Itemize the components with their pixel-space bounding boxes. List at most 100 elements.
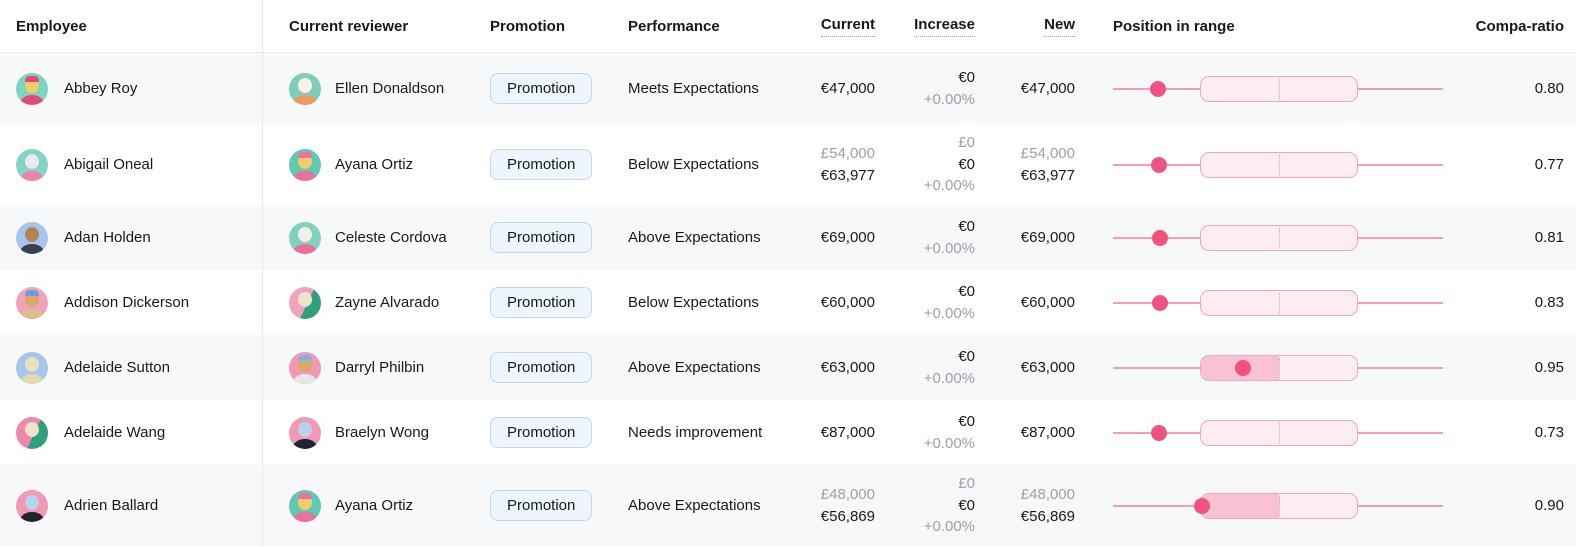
employee-avatar [16,489,48,522]
new-salary-cell: €69,000 [975,205,1075,270]
reviewer-cell: Ellen Donaldson [263,53,488,124]
avatar-head [25,421,39,437]
current-tooltip-trigger[interactable]: Current [820,16,875,37]
performance-rating: Above Expectations [628,359,761,376]
table-row[interactable]: Addison Dickerson Zayne Alvarado Promoti… [0,270,1576,335]
employee-avatar [16,351,48,384]
col-header-promotion: Promotion [490,17,565,35]
promotion-cell: Promotion [488,205,628,270]
col-header-current: Current [788,0,875,52]
new-salary-cell: €60,000 [975,270,1075,335]
reviewer-name: Braelyn Wong [335,424,429,441]
increase-tooltip-trigger[interactable]: Increase [914,16,975,37]
reviewer-cell: Ayana Ortiz [263,124,488,205]
performance-rating: Needs improvement [628,424,763,441]
salary-range-slider [1113,151,1443,178]
employee-cell: Adelaide Wang [0,400,263,465]
new-salary: €69,000 [1020,228,1075,246]
promotion-button[interactable]: Promotion [490,149,593,180]
increase-amount: €0 [958,282,975,300]
compa-ratio-cell: 0.77 [1453,124,1576,205]
avatar-shirt [293,511,317,522]
current-salary-secondary: £54,000 [820,144,875,162]
position-dot [1151,424,1167,441]
reviewer-name: Darryl Philbin [335,359,425,376]
compa-ratio-cell: 0.81 [1453,205,1576,270]
avatar-head [25,153,39,169]
performance-rating: Below Expectations [628,156,759,173]
avatar-hat [25,75,39,82]
current-salary: €69,000 [820,228,875,246]
increase-amount: €0 [958,347,975,365]
range-midpoint-marker [1279,422,1280,443]
increase-secondary: £0 [958,474,975,492]
reviewer-avatar [289,72,321,105]
reviewer-name: Ellen Donaldson [335,80,445,97]
current-salary-cell: €60,000 [788,270,875,335]
avatar-shirt [20,511,44,522]
reviewer-avatar [289,416,321,449]
promotion-cell: Promotion [488,53,628,124]
employee-name: Adelaide Wang [64,424,166,441]
new-tooltip-trigger[interactable]: New [1044,16,1075,37]
current-salary-cell: £48,000 €56,869 [788,465,875,546]
employee-name: Adan Holden [64,229,151,246]
current-salary: €56,869 [820,507,875,525]
promotion-cell: Promotion [488,335,628,400]
promotion-button[interactable]: Promotion [490,73,593,104]
avatar-head [25,494,39,510]
performance-cell: Meets Expectations [628,53,788,124]
reviewer-avatar [289,351,321,384]
increase-cell: €0 +0.00% [875,400,975,465]
new-salary-secondary: £48,000 [1020,485,1075,503]
reviewer-name: Zayne Alvarado [335,294,440,311]
increase-percent: +0.00% [923,304,975,322]
avatar-head [25,356,39,372]
current-salary-cell: €69,000 [788,205,875,270]
col-header-new: New [975,0,1075,52]
position-in-range-cell [1075,335,1453,400]
avatar-shirt [20,94,44,105]
table-row[interactable]: Abigail Oneal Ayana Ortiz Promotion Belo… [0,124,1576,205]
employee-avatar [16,221,48,254]
increase-secondary: £0 [958,133,975,151]
increase-amount: €0 [958,217,975,235]
table-row[interactable]: Adelaide Wang Braelyn Wong Promotion Nee… [0,400,1576,465]
increase-cell: £0 €0 +0.00% [875,465,975,546]
table-row[interactable]: Adan Holden Celeste Cordova Promotion Ab… [0,205,1576,270]
promotion-button[interactable]: Promotion [490,352,593,383]
position-in-range-cell [1075,465,1453,546]
new-salary-cell: €47,000 [975,53,1075,124]
increase-percent: +0.00% [923,369,975,387]
position-in-range-cell [1075,400,1453,465]
promotion-button[interactable]: Promotion [490,417,593,448]
promotion-button[interactable]: Promotion [490,490,593,521]
table-row[interactable]: Abbey Roy Ellen Donaldson Promotion Meet… [0,53,1576,124]
employee-name: Abbey Roy [64,80,138,97]
table-row[interactable]: Adrien Ballard Ayana Ortiz Promotion Abo… [0,465,1576,546]
performance-rating: Below Expectations [628,294,759,311]
current-salary: €47,000 [820,79,875,97]
employee-avatar [16,416,48,449]
col-header-performance: Performance [628,17,720,35]
promotion-cell: Promotion [488,400,628,465]
col-header-increase: Increase [875,0,975,52]
col-header-position-in-range: Position in range [1113,17,1235,35]
avatar-head [298,226,312,242]
increase-cell: €0 +0.00% [875,205,975,270]
promotion-button[interactable]: Promotion [490,222,593,253]
position-dot [1152,294,1168,311]
increase-percent: +0.00% [923,518,975,536]
promotion-button[interactable]: Promotion [490,287,593,318]
range-midpoint-marker [1279,154,1280,175]
new-salary-secondary: £54,000 [1020,144,1075,162]
performance-cell: Above Expectations [628,205,788,270]
current-salary-cell: £54,000 €63,977 [788,124,875,205]
employee-name: Abigail Oneal [64,156,154,173]
performance-cell: Needs improvement [628,400,788,465]
avatar-head [25,226,39,242]
table-row[interactable]: Adelaide Sutton Darryl Philbin Promotion… [0,335,1576,400]
range-midpoint-marker [1279,495,1280,516]
range-band-fill [1201,493,1279,518]
